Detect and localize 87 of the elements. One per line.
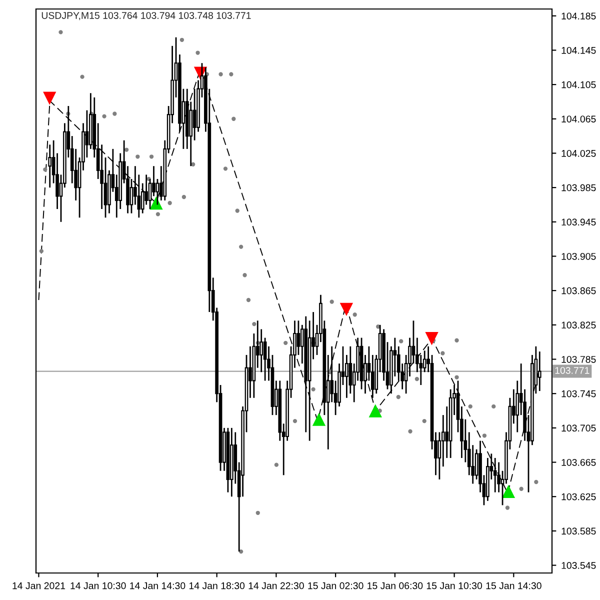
point <box>256 510 260 515</box>
y-tick-label: 103.905 <box>562 252 596 260</box>
point <box>168 200 172 206</box>
point <box>468 404 472 409</box>
point <box>454 375 459 380</box>
x-tick-label: 14 Jan 10:30 <box>70 582 126 590</box>
y-tick-label: 103.825 <box>562 322 596 329</box>
point <box>505 506 510 510</box>
y-tick-label: 103.945 <box>562 218 596 226</box>
x-tick-label: 14 Jan 2021 <box>12 582 66 590</box>
point <box>242 273 247 278</box>
ref-line-label: 103.771 <box>555 366 590 374</box>
point <box>440 351 445 356</box>
x-tick-label: 15 Jan 06:30 <box>368 582 423 590</box>
candlestick <box>192 88 196 142</box>
point <box>425 332 438 346</box>
point <box>396 394 400 400</box>
candlestick <box>156 178 160 206</box>
point <box>519 486 524 491</box>
point <box>352 312 357 317</box>
y-tick-label: 103.665 <box>562 458 596 466</box>
point <box>502 484 516 498</box>
point <box>238 244 244 249</box>
point <box>399 339 404 344</box>
candlestick <box>296 320 300 356</box>
point <box>414 376 420 382</box>
point <box>112 112 117 116</box>
point <box>246 298 251 302</box>
point <box>312 412 326 426</box>
y-tick-label: 103.705 <box>562 424 596 432</box>
point <box>340 302 354 316</box>
point <box>252 322 256 326</box>
point <box>182 194 186 200</box>
point <box>311 387 316 392</box>
point <box>330 300 334 304</box>
y-tick-label: 103.985 <box>562 184 596 192</box>
y-tick-label: 104.185 <box>562 12 596 20</box>
point <box>534 480 538 484</box>
point <box>124 148 129 152</box>
candlestick <box>152 165 156 197</box>
point <box>102 114 106 118</box>
point <box>229 72 234 76</box>
point <box>292 418 298 424</box>
point <box>422 418 426 424</box>
y-tick-label: 104.025 <box>562 150 596 157</box>
point <box>218 72 223 76</box>
y-tick-label: 103.585 <box>562 528 596 535</box>
x-tick-label: 14 Jan 22:30 <box>248 582 304 590</box>
y-tick-label: 103.625 <box>562 493 596 500</box>
point <box>43 167 48 172</box>
y-tick-label: 103.745 <box>562 390 596 398</box>
x-tick-label: 15 Jan 10:30 <box>426 582 482 590</box>
point <box>136 154 140 159</box>
x-tick-label: 14 Jan 18:30 <box>189 582 245 590</box>
point <box>150 196 163 210</box>
chart-title: USDJPY,M15 103.764 103.794 103.748 103.771 <box>42 12 251 20</box>
x-tick-label: 15 Jan 14:30 <box>486 582 542 590</box>
point <box>223 166 228 171</box>
point <box>156 212 160 216</box>
point <box>368 404 382 418</box>
y-tick-label: 104.065 <box>562 116 596 122</box>
point <box>492 404 496 409</box>
point <box>39 249 44 254</box>
x-tick-label: 15 Jan 02:30 <box>308 582 364 590</box>
x-tick-label: 14 Jan 14:30 <box>130 582 186 590</box>
point <box>284 340 288 346</box>
point <box>235 208 240 213</box>
y-tick-label: 104.105 <box>562 81 596 88</box>
point <box>80 74 84 79</box>
point <box>274 462 279 467</box>
point <box>180 38 184 42</box>
point <box>454 338 459 342</box>
y-tick-label: 103.545 <box>562 562 596 569</box>
y-tick-label: 103.785 <box>562 356 596 363</box>
candlestick <box>48 144 52 188</box>
point <box>58 30 63 34</box>
point <box>149 154 154 159</box>
candlestick <box>85 110 89 158</box>
point <box>482 434 487 438</box>
point <box>408 429 412 434</box>
point <box>232 116 236 121</box>
y-tick-label: 103.865 <box>562 287 596 294</box>
point <box>43 92 56 105</box>
candlestick <box>144 174 148 206</box>
candlestick <box>474 448 478 480</box>
y-tick-label: 104.145 <box>562 46 596 54</box>
point <box>196 50 200 55</box>
